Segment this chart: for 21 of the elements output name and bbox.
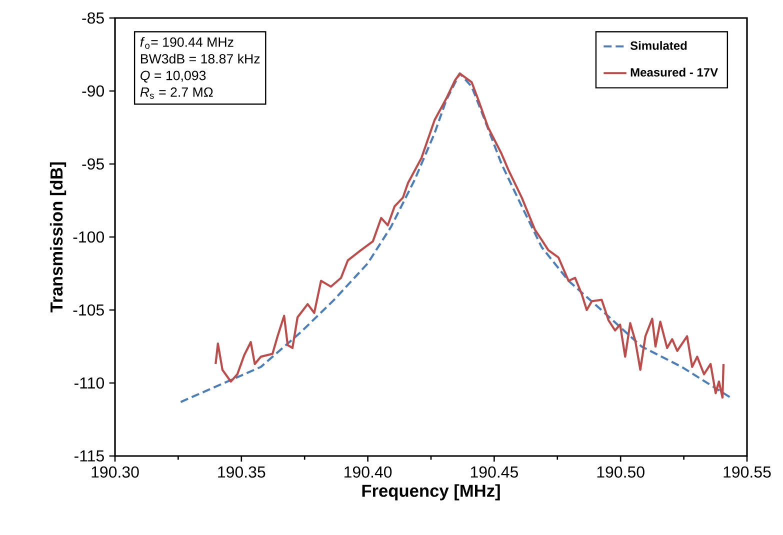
annotation: Q = 10,093 [140, 70, 206, 83]
y-tick-label: -90 [82, 85, 104, 97]
y-tick-label: -105 [73, 304, 104, 316]
y-axis-title: Transmission [dB] [50, 162, 66, 312]
y-tick-label: -85 [82, 12, 104, 24]
legend-label: Simulated [630, 41, 687, 50]
y-tick-label: -110 [74, 377, 104, 389]
y-tick-label: -95 [82, 158, 104, 170]
annotation: R$_{s}$ = 2.7 MΩ [140, 87, 213, 99]
y-tick-label: -100 [73, 231, 104, 243]
x-tick-label: 190.50 [597, 466, 644, 478]
x-tick-label: 190.30 [92, 466, 139, 478]
x-tick-label: 190.55 [724, 466, 771, 478]
legend-label: Measured - 17V [630, 68, 718, 77]
x-tick-label: 190.45 [470, 466, 518, 478]
annotation: BW3dB = 18.87 kHz [140, 54, 260, 64]
annotation: f$_{o}$= 190.44 MHz [140, 37, 234, 49]
x-tick-label: 190.40 [344, 466, 392, 478]
y-tick-label: -115 [74, 450, 104, 462]
x-tick-label: 190.35 [218, 466, 266, 478]
x-axis-title: Frequency [MHz] [362, 484, 500, 500]
